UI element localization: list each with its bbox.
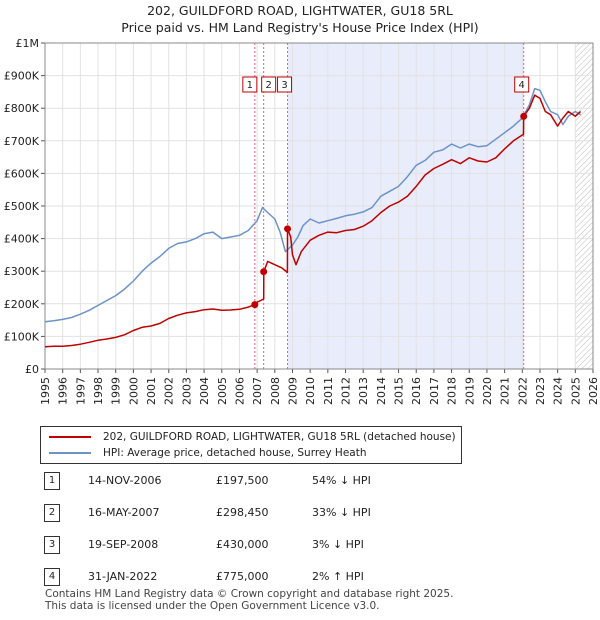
legend-hpi-swatch — [49, 452, 91, 454]
x-tick-label: 2024 — [552, 377, 565, 405]
axes: 1995 1996 1997 1998 1999 2000 2001 2002 2003 2004… — [4, 37, 600, 405]
table-row: 1 14-NOV-2006 £197,500 54% ↓ HPI — [40, 472, 440, 490]
transaction-label: 4 — [519, 80, 525, 91]
y-tick-label: £900K — [4, 70, 40, 83]
row-hpi-diff: 33% ↓ HPI — [312, 506, 371, 519]
transaction-label-box — [242, 76, 258, 93]
y-tick-label: £500K — [4, 200, 40, 213]
x-tick-label: 2010 — [304, 377, 317, 405]
hpi-line — [44, 87, 581, 323]
row-date: 19-SEP-2008 — [88, 538, 159, 551]
x-tick-label: 2022 — [516, 377, 529, 405]
x-tick-label: 2018 — [446, 377, 459, 405]
x-tick-label: 2016 — [410, 377, 423, 405]
transaction-label-box — [277, 76, 293, 93]
y-tick-label: £800K — [4, 102, 40, 115]
x-tick-label: 2014 — [375, 377, 388, 405]
row-number-badge: 3 — [44, 536, 60, 554]
x-tick-label: 1998 — [92, 377, 105, 405]
row-price: £430,000 — [216, 538, 269, 551]
footer-copyright: Contains HM Land Registry data © Crown c… — [45, 588, 454, 600]
row-hpi-diff: 2% ↑ HPI — [312, 570, 364, 583]
row-number-badge: 4 — [44, 568, 60, 586]
transaction-label: 2 — [265, 80, 271, 91]
title-line-2: Price paid vs. HM Land Registry's House … — [121, 20, 479, 35]
y-tick-label: £700K — [4, 135, 40, 148]
x-tick-label: 2001 — [145, 377, 158, 405]
legend-item-price: 202, GUILDFORD ROAD, LIGHTWATER, GU18 5R… — [49, 429, 456, 445]
row-price: £298,450 — [216, 506, 269, 519]
x-tick-label: 2015 — [393, 377, 406, 405]
title-line-1: 202, GUILDFORD ROAD, LIGHTWATER, GU18 5R… — [147, 3, 453, 18]
transaction-label-box — [514, 76, 530, 93]
x-tick-label: 2004 — [198, 377, 211, 405]
x-tick-label: 2002 — [163, 377, 176, 405]
y-tick-label: £400K — [4, 233, 40, 246]
legend-item-hpi: HPI: Average price, detached house, Surr… — [49, 445, 366, 461]
row-number-badge: 2 — [44, 504, 60, 522]
row-date: 14-NOV-2006 — [88, 474, 162, 487]
row-price: £197,500 — [216, 474, 269, 487]
x-tick-label: 2013 — [357, 377, 370, 405]
x-tick-label: 2008 — [269, 377, 282, 405]
x-tick-label: 2020 — [481, 377, 494, 405]
transaction-point — [284, 225, 292, 233]
x-tick-label: 1995 — [39, 377, 52, 405]
legend-hpi-label: HPI: Average price, detached house, Surr… — [103, 447, 367, 459]
table-row: 2 16-MAY-2007 £298,450 33% ↓ HPI — [40, 504, 440, 522]
x-tick-label: 2026 — [587, 377, 600, 405]
x-tick-label: 2000 — [127, 377, 140, 405]
row-hpi-diff: 54% ↓ HPI — [312, 474, 371, 487]
x-tick-label: 2023 — [534, 377, 547, 405]
legend: 202, GUILDFORD ROAD, LIGHTWATER, GU18 5R… — [40, 426, 462, 464]
y-tick-label: £100K — [4, 330, 40, 343]
x-tick-label: 1997 — [74, 377, 87, 405]
x-tick-label: 2019 — [463, 377, 476, 405]
x-tick-label: 2007 — [251, 377, 264, 405]
y-tick-label: £200K — [4, 298, 40, 311]
y-tick-label: £600K — [4, 167, 40, 180]
table-row: 3 19-SEP-2008 £430,000 3% ↓ HPI — [40, 536, 440, 554]
x-tick-label: 2006 — [233, 377, 246, 405]
x-tick-label: 2012 — [340, 377, 353, 405]
price-paid-line — [44, 94, 582, 348]
x-tick-label: 1996 — [57, 377, 70, 405]
x-tick-label: 2021 — [499, 377, 512, 405]
x-tick-label: 1999 — [110, 377, 123, 405]
x-tick-label: 2017 — [428, 377, 441, 405]
transaction-label-box — [261, 76, 277, 93]
legend-price-label: 202, GUILDFORD ROAD, LIGHTWATER, GU18 5R… — [103, 431, 456, 443]
y-tick-label: £0 — [25, 363, 39, 376]
footer: Contains HM Land Registry data © Crown c… — [45, 588, 453, 612]
table-row: 4 31-JAN-2022 £775,000 2% ↑ HPI — [40, 568, 440, 586]
transaction-label: 1 — [247, 80, 253, 91]
transaction-label: 3 — [281, 80, 287, 91]
legend-price-swatch — [49, 436, 91, 438]
row-hpi-diff: 3% ↓ HPI — [312, 538, 364, 551]
row-number-badge: 1 — [44, 472, 60, 490]
y-tick-label: £1M — [16, 37, 40, 50]
x-tick-label: 2009 — [286, 377, 299, 405]
transaction-point — [260, 268, 268, 276]
price-chart: 1995 1996 1997 1998 1999 2000 2001 2002 2003 2004… — [4, 37, 600, 405]
y-tick-label: £300K — [4, 265, 40, 278]
chart-title: 202, GUILDFORD ROAD, LIGHTWATER, GU18 5R… — [0, 2, 600, 36]
footer-licence: This data is licensed under the Open Gov… — [45, 600, 380, 612]
row-date: 16-MAY-2007 — [88, 506, 160, 519]
x-tick-label: 2005 — [216, 377, 229, 405]
x-tick-label: 2025 — [569, 377, 582, 405]
row-date: 31-JAN-2022 — [88, 570, 158, 583]
transaction-point — [251, 301, 259, 309]
x-tick-label: 2003 — [180, 377, 193, 405]
row-price: £775,000 — [216, 570, 269, 583]
plot-frame — [44, 42, 594, 370]
series-layer — [44, 87, 582, 348]
x-tick-label: 2011 — [322, 377, 335, 405]
transaction-point — [520, 112, 528, 120]
